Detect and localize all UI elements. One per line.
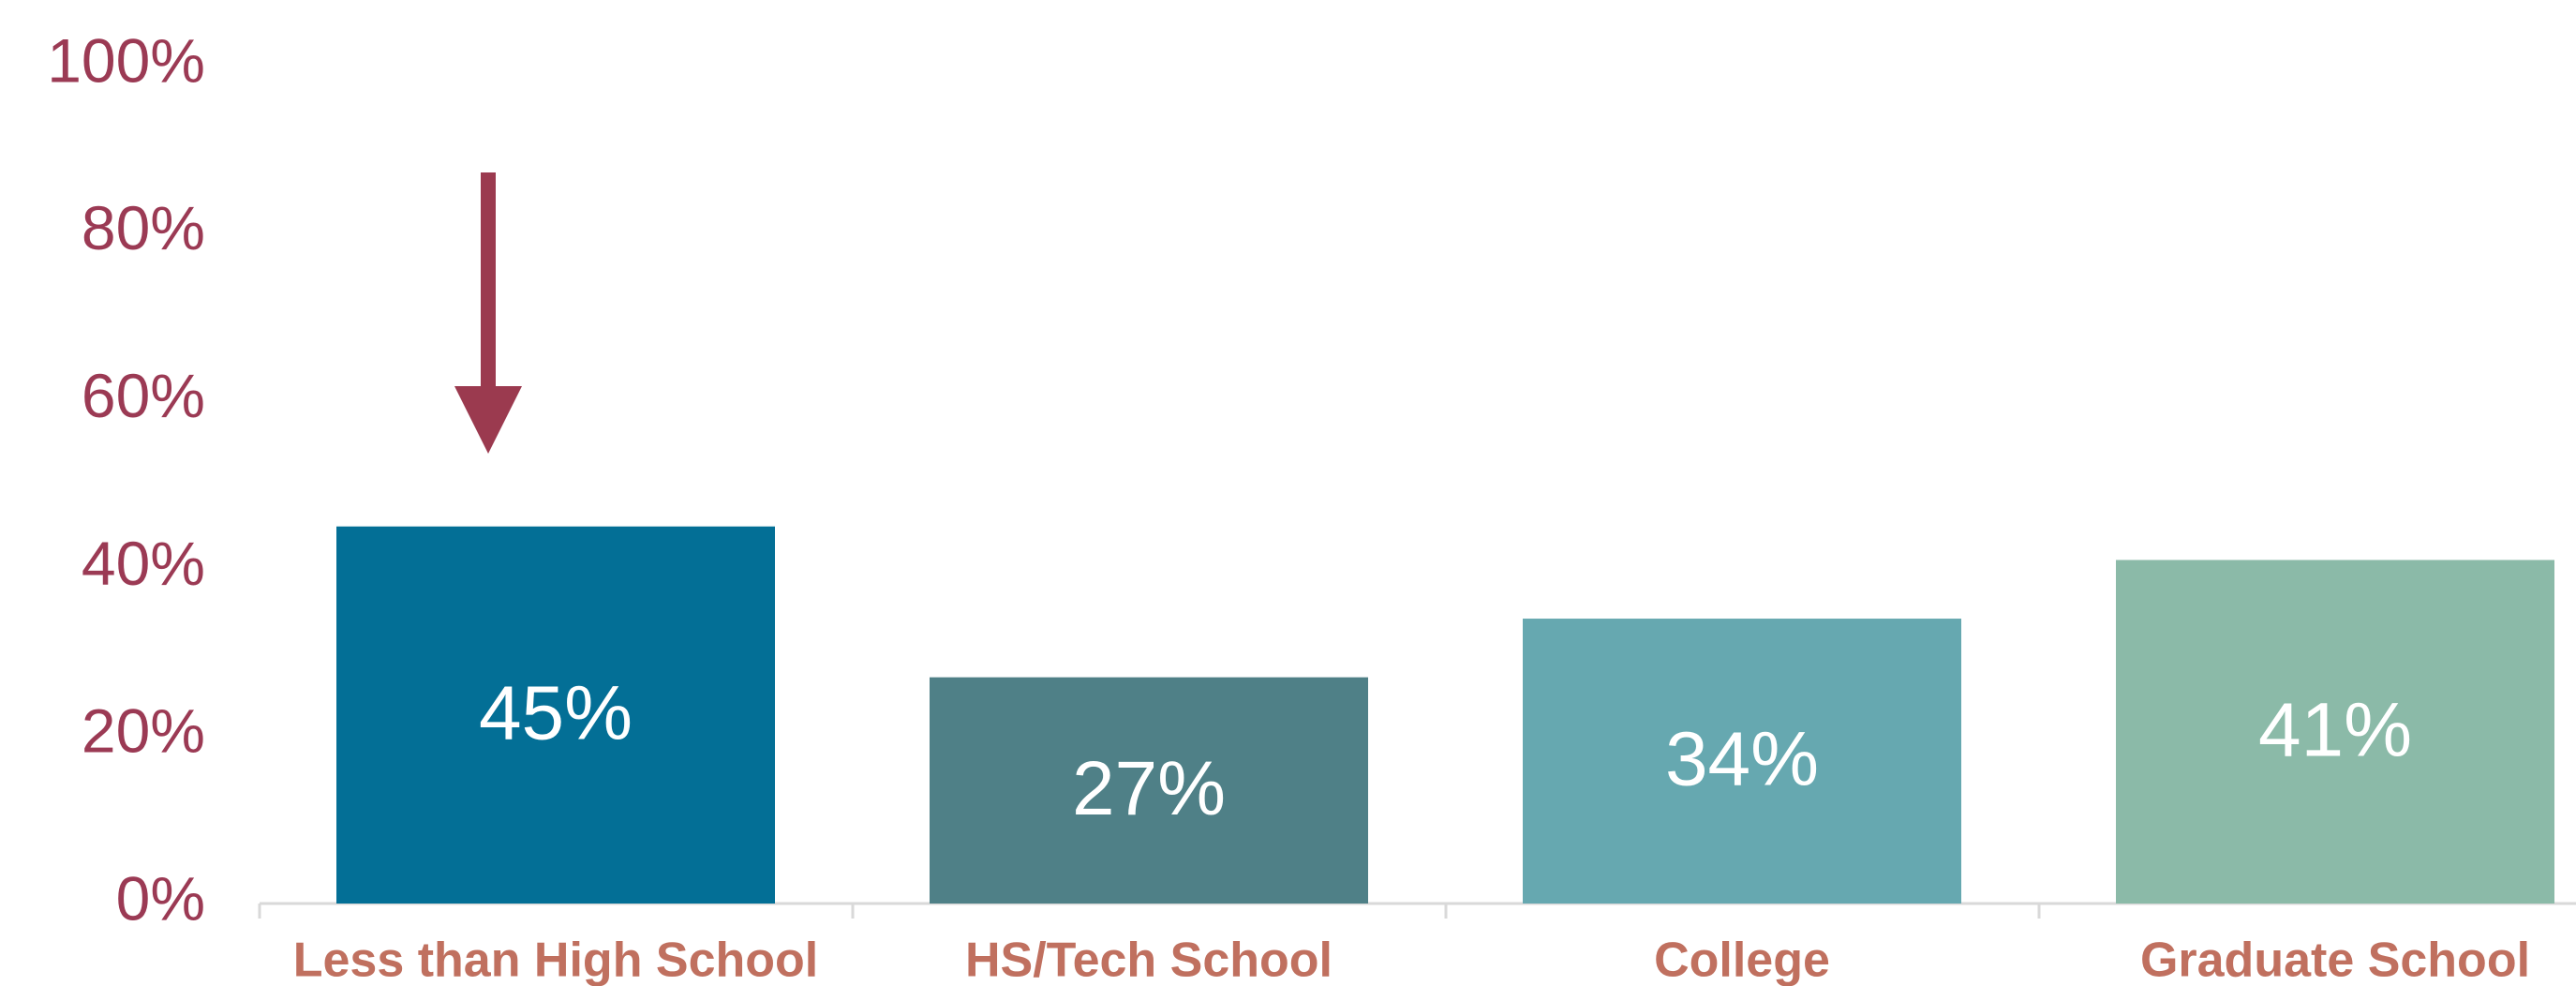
- value-label: 41%: [2258, 687, 2412, 772]
- x-tick-label: Less than High School: [293, 934, 819, 986]
- y-tick-label: 60%: [82, 361, 205, 430]
- value-label: 34%: [1665, 717, 1819, 802]
- bar: [2116, 560, 2554, 904]
- y-tick-label: 100%: [47, 25, 205, 95]
- arrow-shaft: [481, 172, 496, 390]
- arrow-head: [454, 386, 522, 454]
- x-tick-label: College: [1654, 934, 1830, 986]
- bar: [1523, 619, 1961, 904]
- bar: [336, 526, 775, 904]
- value-label: 27%: [1072, 746, 1226, 831]
- annotation-arrow: [454, 172, 522, 454]
- y-tick-label: 40%: [82, 529, 205, 598]
- bar: [930, 677, 1368, 904]
- y-tick-label: 20%: [82, 696, 205, 766]
- y-tick-label: 80%: [82, 193, 205, 262]
- value-label: 45%: [479, 671, 633, 756]
- x-tick-label: HS/Tech School: [965, 934, 1333, 986]
- x-tick-label: Graduate School: [2140, 934, 2530, 986]
- y-tick-label: 0%: [116, 863, 205, 933]
